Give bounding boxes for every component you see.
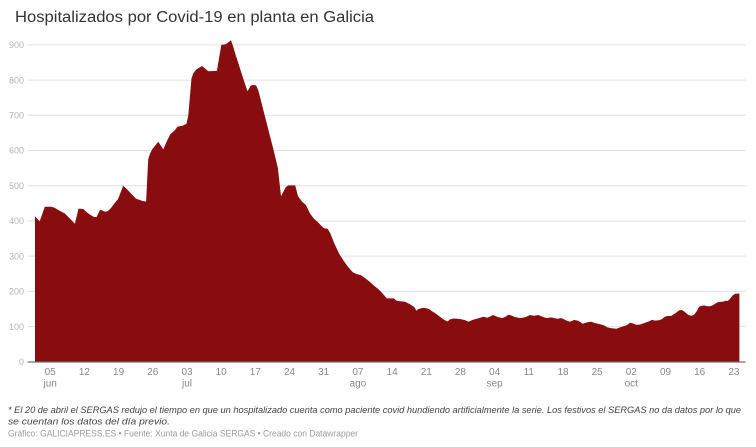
svg-text:* El 20 de abril el SERGAS red: * El 20 de abril el SERGAS redujo el tie… [8, 405, 741, 416]
svg-text:28: 28 [455, 367, 467, 378]
svg-text:sep: sep [487, 379, 504, 390]
svg-text:800: 800 [9, 75, 24, 85]
svg-text:500: 500 [9, 181, 24, 191]
svg-text:Gráfico: GALICIAPRESS.ES • Fue: Gráfico: GALICIAPRESS.ES • Fuente: Xunta… [8, 429, 358, 440]
svg-text:02: 02 [626, 367, 638, 378]
svg-text:12: 12 [79, 367, 91, 378]
svg-text:05: 05 [45, 367, 57, 378]
svg-text:16: 16 [694, 367, 706, 378]
svg-text:700: 700 [9, 110, 24, 120]
svg-text:26: 26 [147, 367, 159, 378]
svg-text:400: 400 [9, 216, 24, 226]
svg-text:24: 24 [284, 367, 296, 378]
svg-text:jul: jul [181, 379, 192, 390]
svg-text:300: 300 [9, 251, 24, 261]
svg-text:jun: jun [43, 379, 57, 390]
svg-text:18: 18 [557, 367, 569, 378]
svg-text:07: 07 [352, 367, 364, 378]
svg-text:200: 200 [9, 287, 24, 297]
svg-text:900: 900 [9, 40, 24, 50]
svg-text:se cuentan los datos del día p: se cuentan los datos del día previo. [8, 417, 170, 428]
svg-text:03: 03 [181, 367, 193, 378]
svg-text:17: 17 [250, 367, 262, 378]
svg-text:100: 100 [9, 322, 24, 332]
svg-text:09: 09 [660, 367, 672, 378]
svg-text:31: 31 [318, 367, 330, 378]
svg-text:21: 21 [421, 367, 433, 378]
svg-text:25: 25 [592, 367, 604, 378]
svg-text:19: 19 [113, 367, 125, 378]
svg-text:oct: oct [625, 379, 639, 390]
svg-text:ago: ago [350, 379, 367, 390]
svg-text:Hospitalizados por Covid-19 en: Hospitalizados por Covid-19 en planta en… [15, 9, 374, 26]
svg-text:11: 11 [524, 367, 535, 378]
svg-text:10: 10 [216, 367, 228, 378]
svg-text:14: 14 [387, 367, 399, 378]
svg-text:04: 04 [489, 367, 501, 378]
svg-text:600: 600 [9, 146, 24, 156]
svg-text:23: 23 [728, 367, 740, 378]
svg-text:0: 0 [19, 357, 24, 367]
